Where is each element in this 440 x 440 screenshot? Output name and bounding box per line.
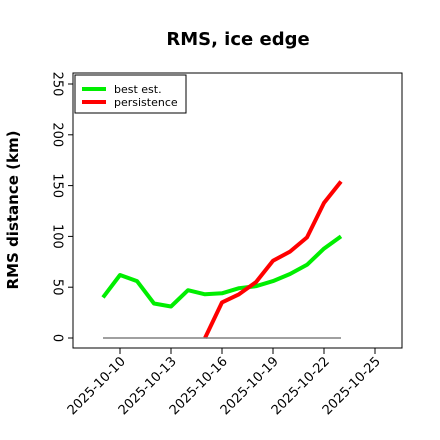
- y-tick-label: 100: [50, 224, 65, 249]
- y-axis-label: RMS distance (km): [4, 131, 22, 290]
- y-tick-label: 150: [50, 173, 65, 198]
- y-tick-label: 250: [50, 72, 65, 97]
- legend-label: persistence: [114, 96, 178, 109]
- plot-frame: [72, 72, 403, 349]
- plot-area: 0501001502002502025-10-102025-10-132025-…: [50, 72, 403, 418]
- y-tick-label: 50: [50, 279, 65, 296]
- legend-box: [74, 74, 187, 114]
- y-tick-label: 200: [50, 122, 65, 147]
- persistence-line: [203, 180, 343, 339]
- chart-title: RMS, ice edge: [166, 29, 309, 50]
- y-tick-label: 0: [50, 334, 65, 342]
- legend-label: best est.: [114, 83, 162, 96]
- best-est-line: [101, 234, 343, 309]
